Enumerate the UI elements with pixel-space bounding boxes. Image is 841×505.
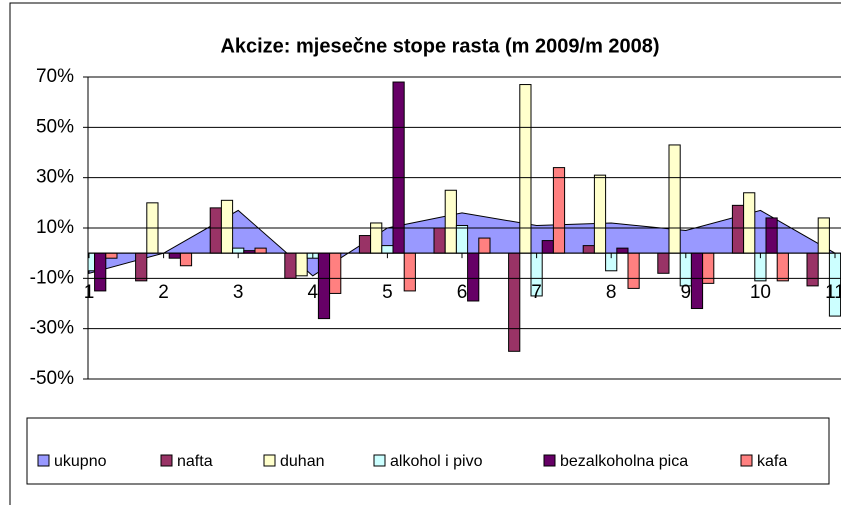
bar: [508, 252, 521, 352]
bar: [657, 252, 670, 274]
x-tick-label: 11: [825, 282, 841, 303]
x-tick-label: 10: [750, 282, 771, 303]
legend-label: kafa: [757, 453, 787, 470]
bar: [209, 207, 222, 254]
bar: [627, 252, 640, 289]
bar: [179, 252, 193, 267]
bar: [403, 252, 416, 292]
bar: [254, 247, 267, 254]
y-tick-label: 30%: [36, 167, 74, 188]
y-tick-label: 10%: [36, 217, 74, 238]
bar: [690, 252, 704, 310]
x-tick-label: 3: [233, 282, 244, 303]
x-tick-label: 9: [681, 282, 692, 303]
bar: [105, 252, 118, 259]
x-tick-label: 1: [84, 282, 95, 303]
bar: [552, 167, 566, 254]
bar: [444, 189, 457, 254]
legend-label: ukupno: [54, 453, 107, 470]
legend-label: duhan: [280, 453, 325, 470]
y-tick-label: -50%: [30, 368, 74, 389]
y-tick-label: -10%: [30, 267, 74, 288]
legend-swatch: [37, 454, 50, 467]
bar: [582, 245, 595, 254]
legend-swatch: [740, 454, 753, 467]
x-tick-label: 4: [308, 282, 319, 303]
bar: [478, 237, 491, 254]
bar: [94, 252, 107, 292]
bar: [232, 247, 245, 254]
bar: [806, 252, 819, 287]
legend-swatch: [373, 454, 386, 467]
bar: [329, 252, 342, 294]
legend: [26, 417, 830, 485]
x-tick-label: 5: [382, 282, 393, 303]
legend-label: alkohol i pivo: [390, 453, 483, 470]
bar: [455, 224, 469, 254]
y-tick-label: 70%: [36, 66, 74, 87]
bar: [370, 222, 383, 254]
bar: [295, 252, 308, 277]
bar: [317, 252, 331, 320]
bar: [743, 192, 756, 254]
bar: [467, 252, 480, 302]
chart-title: Akcize: mjesečne stope rasta (m 2009/m 2…: [220, 35, 659, 57]
bar: [776, 252, 789, 282]
legend-swatch: [543, 454, 556, 467]
bar: [135, 252, 148, 282]
bar: [765, 217, 778, 254]
bar: [817, 217, 830, 254]
bar: [381, 245, 394, 254]
bar: [220, 199, 234, 254]
legend-label: nafta: [177, 453, 213, 470]
bar: [392, 81, 405, 254]
x-tick-label: 7: [531, 282, 542, 303]
legend-swatch: [160, 454, 173, 467]
bar: [702, 252, 715, 284]
bar: [593, 174, 607, 254]
x-tick-label: 2: [158, 282, 169, 303]
bar: [284, 252, 297, 279]
x-tick-label: 6: [457, 282, 468, 303]
bar: [541, 240, 554, 254]
legend-swatch: [263, 454, 276, 467]
bar: [731, 204, 745, 254]
bar: [616, 247, 629, 254]
bar: [168, 252, 181, 259]
legend-label: bezalkoholna pica: [560, 453, 688, 470]
bar: [433, 227, 446, 254]
bar: [668, 144, 681, 254]
y-tick-label: 50%: [36, 116, 74, 137]
x-tick-label: 8: [606, 282, 617, 303]
y-tick-label: -30%: [30, 318, 74, 339]
bar: [358, 235, 372, 254]
